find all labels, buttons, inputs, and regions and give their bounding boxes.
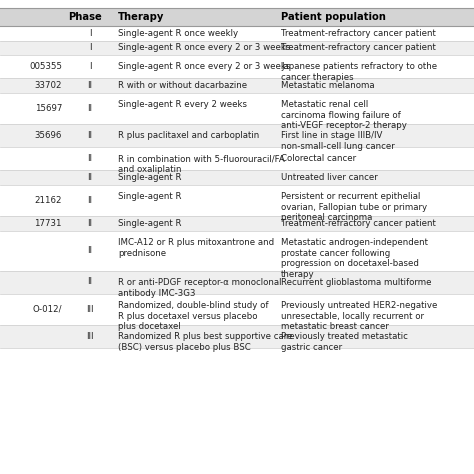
Text: Single-agent R once every 2 or 3 weeks: Single-agent R once every 2 or 3 weeks <box>118 43 291 52</box>
Text: Single-agent R: Single-agent R <box>118 173 182 182</box>
Bar <box>0 26 474 40</box>
Text: II: II <box>88 196 92 205</box>
Text: Single-agent R once weekly: Single-agent R once weekly <box>118 29 238 38</box>
Text: R or anti-PDGF receptor-α monoclonal
antibody IMC-3G3: R or anti-PDGF receptor-α monoclonal ant… <box>118 278 282 298</box>
Text: Therapy: Therapy <box>118 12 164 22</box>
Text: Phase: Phase <box>68 12 102 22</box>
Text: Single-agent R every 2 weeks: Single-agent R every 2 weeks <box>118 100 247 109</box>
Bar <box>0 78 474 92</box>
Text: Untreated liver cancer: Untreated liver cancer <box>281 173 378 182</box>
Bar <box>0 170 474 184</box>
Text: Single-agent R once every 2 or 3 weeks: Single-agent R once every 2 or 3 weeks <box>118 62 291 71</box>
Text: I: I <box>89 29 91 38</box>
Text: IMC-A12 or R plus mitoxantrone and
prednisone: IMC-A12 or R plus mitoxantrone and predn… <box>118 238 274 257</box>
Text: III: III <box>86 332 94 341</box>
Text: III: III <box>86 305 94 314</box>
Bar <box>0 124 474 147</box>
Bar <box>0 147 474 170</box>
Text: Colorectal cancer: Colorectal cancer <box>281 155 356 164</box>
Text: R in combination with 5-fluorouracil/FA
and oxaliplatin: R in combination with 5-fluorouracil/FA … <box>118 155 285 174</box>
Text: 15697: 15697 <box>35 104 62 113</box>
Text: Patient population: Patient population <box>281 12 386 22</box>
Text: 005355: 005355 <box>29 62 62 71</box>
Text: Persistent or recurrent epithelial
ovarian, Fallopian tube or primary
peritoneal: Persistent or recurrent epithelial ovari… <box>281 192 427 222</box>
Text: Metastatic androgen-independent
prostate cancer following
progression on docetax: Metastatic androgen-independent prostate… <box>281 238 428 279</box>
Bar <box>0 92 474 124</box>
Text: First line in stage IIIB/IV
non-small-cell lung cancer: First line in stage IIIB/IV non-small-ce… <box>281 131 395 151</box>
Text: Metastatic renal cell
carcinoma flowing failure of
anti-VEGF receptor-2 therapy: Metastatic renal cell carcinoma flowing … <box>281 100 407 130</box>
Text: Randomized R plus best supportive care
(BSC) versus placebo plus BSC: Randomized R plus best supportive care (… <box>118 332 292 352</box>
Bar <box>0 293 474 325</box>
Text: 35696: 35696 <box>35 131 62 140</box>
Bar <box>0 55 474 78</box>
Text: 33702: 33702 <box>35 81 62 90</box>
Text: II: II <box>88 173 92 182</box>
Bar <box>0 271 474 293</box>
Bar <box>0 325 474 348</box>
Text: Previously untreated HER2-negative
unresectable, locally recurrent or
metastatic: Previously untreated HER2-negative unres… <box>281 301 438 331</box>
Text: Single-agent R: Single-agent R <box>118 219 182 228</box>
Text: Treatment-refractory cancer patient: Treatment-refractory cancer patient <box>281 29 436 38</box>
Text: Japanese patients refractory to othe
cancer therapies: Japanese patients refractory to othe can… <box>281 62 437 82</box>
Text: II: II <box>88 277 92 286</box>
Text: II: II <box>88 246 92 255</box>
Text: I: I <box>89 62 91 71</box>
Text: Recurrent glioblastoma multiforme: Recurrent glioblastoma multiforme <box>281 278 431 287</box>
Text: II: II <box>88 131 92 140</box>
Text: Randomized, double-blind study of
R plus docetaxel versus placebo
plus docetaxel: Randomized, double-blind study of R plus… <box>118 301 268 331</box>
Text: Treatment-refractory cancer patient: Treatment-refractory cancer patient <box>281 219 436 228</box>
Text: II: II <box>88 81 92 90</box>
Text: O-012/: O-012/ <box>33 305 62 314</box>
Text: Single-agent R: Single-agent R <box>118 192 182 201</box>
Text: Treatment-refractory cancer patient: Treatment-refractory cancer patient <box>281 43 436 52</box>
Bar <box>0 230 474 271</box>
Text: II: II <box>88 219 92 228</box>
Text: 17731: 17731 <box>35 219 62 228</box>
Bar <box>0 40 474 55</box>
Text: I: I <box>89 43 91 52</box>
Text: 21162: 21162 <box>35 196 62 205</box>
Text: II: II <box>88 104 92 113</box>
Text: Previously treated metastatic
gastric cancer: Previously treated metastatic gastric ca… <box>281 332 408 352</box>
Text: R with or without dacarbazine: R with or without dacarbazine <box>118 81 247 90</box>
Bar <box>0 216 474 230</box>
Text: Metastatic melanoma: Metastatic melanoma <box>281 81 374 90</box>
Bar <box>0 184 474 216</box>
Text: II: II <box>88 154 92 163</box>
Bar <box>0 8 474 26</box>
Text: R plus paclitaxel and carboplatin: R plus paclitaxel and carboplatin <box>118 131 259 140</box>
